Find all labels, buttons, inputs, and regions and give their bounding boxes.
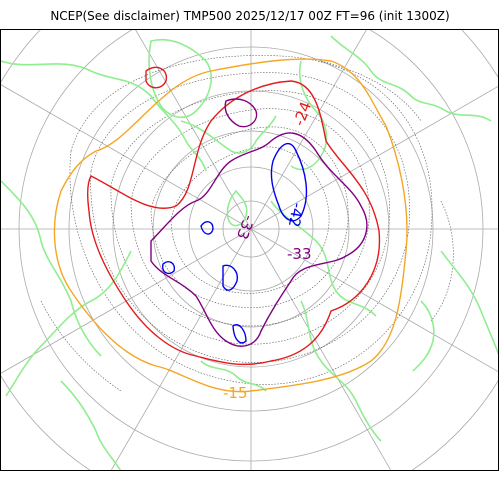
coastline-africa (440, 250, 498, 355)
contour-minus33-cell (224, 98, 258, 128)
coastline-scandinavia (290, 60, 328, 171)
contour-label-minus33-east: -33 (287, 245, 312, 263)
meridian-210 (135, 30, 252, 230)
contour-minus24-line (86, 80, 381, 366)
minor-contour-4 (130, 108, 370, 327)
contour-minus42-cell-d (222, 264, 238, 291)
coastline-pacific-islands (200, 360, 267, 392)
contour-minus15-line (53, 58, 408, 393)
map-frame: -15 -24 -33 -33 -42 (0, 29, 499, 471)
minor-contour-3 (110, 90, 390, 345)
coastlines (1, 35, 498, 470)
minor-contour-2 (90, 72, 410, 363)
minor-contour-5 (150, 126, 349, 308)
map-title: NCEP(See disclaimer) TMP500 2025/12/17 0… (50, 9, 450, 23)
contour-minus42-cell-e (232, 324, 247, 344)
coastline-japan (412, 300, 435, 372)
minor-contour-9 (40, 300, 122, 392)
meridian-150 (250, 30, 367, 230)
meridian-120 (250, 86, 498, 230)
lat-circle-20 (1, 30, 498, 470)
contour-minus42-cell-a (270, 142, 308, 222)
meridian-30 (250, 228, 392, 470)
meridian-300 (1, 228, 252, 374)
contour-minus42-cell-b (200, 221, 214, 235)
meridian-60 (250, 228, 498, 372)
contour-minus24-cell (145, 66, 168, 89)
contour-minus24 (86, 66, 381, 366)
coastline-arctic-canada (180, 115, 277, 154)
coastline-mexico (60, 380, 122, 470)
minor-contour-1 (69, 55, 433, 385)
minor-contour-8 (430, 200, 454, 322)
polar-stereographic-map: -15 -24 -33 -33 -42 (1, 30, 498, 470)
minor-contour-6 (170, 146, 330, 294)
contour-minus42-cell-c (161, 261, 176, 275)
contour-minus33 (150, 98, 368, 347)
coastline-north-america-west (1, 60, 207, 172)
meridian-330 (110, 228, 252, 470)
meridians (1, 30, 498, 470)
minor-contours (40, 55, 454, 392)
contour-label-minus24: -24 (290, 99, 315, 128)
contour-label-minus42: -42 (285, 201, 307, 228)
latitude-circles (1, 30, 498, 470)
coastline-arctic-islands (226, 189, 248, 227)
contour-minus42 (161, 142, 308, 344)
coastline-north-america-east (1, 180, 102, 357)
contour-minus33-line (150, 132, 368, 347)
coastline-alaska (5, 250, 132, 397)
contour-minus15 (53, 58, 408, 393)
coastline-east-asia (300, 300, 382, 442)
coastline-europe (330, 35, 492, 122)
contour-label-minus15: -15 (223, 384, 248, 402)
meridian-240 (1, 84, 252, 230)
